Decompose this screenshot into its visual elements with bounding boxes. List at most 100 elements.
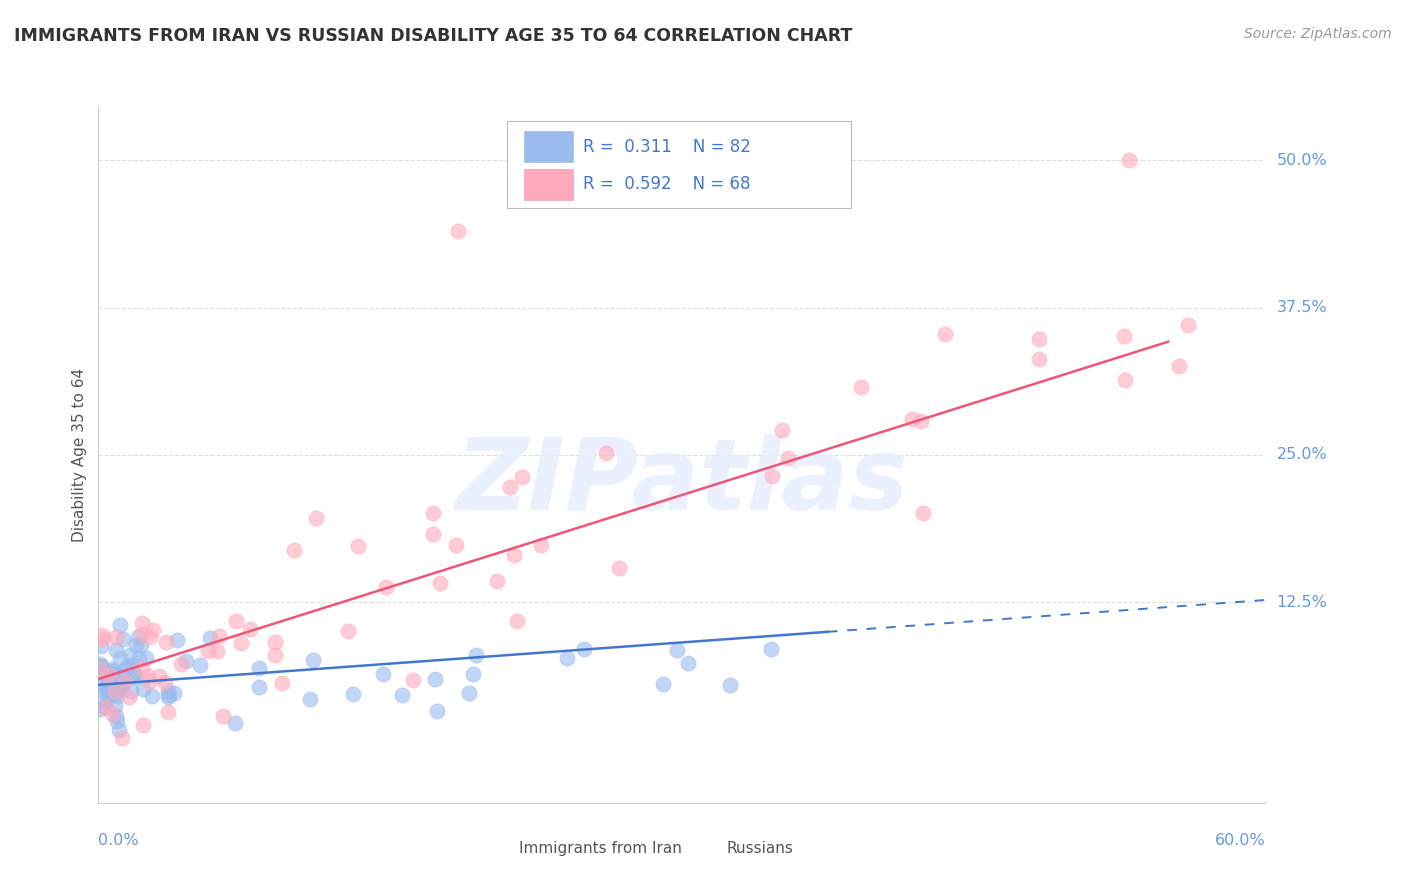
Point [104, 673, 127, 688]
FancyBboxPatch shape [508, 121, 851, 208]
Point [93, 694, 115, 708]
Point [90, 658, 112, 673]
Point [104, 698, 127, 713]
Point [776, 451, 799, 466]
Point [135, 651, 157, 665]
Point [347, 539, 370, 553]
Point [129, 638, 152, 652]
Point [101, 706, 124, 721]
Point [391, 688, 413, 702]
Point [89, 660, 111, 674]
Point [107, 666, 129, 681]
Point [89, 662, 111, 676]
Point [444, 538, 467, 552]
Point [555, 651, 578, 665]
Point [595, 446, 617, 460]
Y-axis label: Disability Age 35 to 64: Disability Age 35 to 64 [72, 368, 87, 542]
Point [124, 665, 146, 680]
Point [458, 685, 481, 699]
Point [105, 714, 128, 728]
Point [174, 654, 197, 668]
Point [101, 662, 124, 676]
Point [136, 668, 159, 682]
Point [264, 648, 287, 662]
Point [131, 681, 153, 696]
Point [153, 674, 176, 689]
Point [1112, 328, 1135, 343]
Text: Source: ZipAtlas.com: Source: ZipAtlas.com [1244, 27, 1392, 41]
Point [94, 685, 117, 699]
Point [100, 669, 122, 683]
Point [934, 327, 956, 342]
Point [114, 662, 136, 676]
Point [912, 506, 935, 520]
Point [97, 667, 120, 681]
Point [1177, 318, 1199, 333]
Point [122, 668, 145, 682]
Point [510, 470, 533, 484]
Point [761, 469, 783, 483]
Text: Immigrants from Iran: Immigrants from Iran [519, 840, 682, 855]
Point [103, 687, 125, 701]
Point [127, 630, 149, 644]
Point [770, 423, 793, 437]
Point [342, 687, 364, 701]
Point [91, 679, 114, 693]
Point [229, 636, 252, 650]
Point [128, 652, 150, 666]
Point [131, 616, 153, 631]
Point [155, 634, 177, 648]
Text: 37.5%: 37.5% [1277, 300, 1327, 315]
Point [90, 639, 112, 653]
Point [105, 684, 128, 698]
Point [270, 676, 292, 690]
Point [90, 665, 112, 679]
Point [107, 667, 129, 681]
Point [103, 676, 125, 690]
Point [461, 666, 484, 681]
Point [156, 684, 179, 698]
Point [305, 511, 328, 525]
FancyBboxPatch shape [486, 838, 517, 858]
Point [114, 673, 136, 688]
Point [170, 657, 193, 672]
Point [198, 631, 221, 645]
FancyBboxPatch shape [695, 838, 725, 858]
Point [901, 412, 924, 426]
Point [104, 683, 127, 698]
Point [101, 666, 124, 681]
Point [247, 680, 270, 694]
Point [98, 673, 121, 687]
Point [112, 632, 135, 646]
Point [665, 643, 688, 657]
Point [163, 686, 186, 700]
Point [89, 657, 111, 672]
Point [124, 670, 146, 684]
Point [118, 648, 141, 663]
Point [572, 642, 595, 657]
Text: R =  0.311    N = 82: R = 0.311 N = 82 [582, 138, 751, 156]
Point [148, 669, 170, 683]
Point [849, 380, 872, 394]
Point [138, 675, 160, 690]
Point [503, 548, 526, 562]
Text: R =  0.592    N = 68: R = 0.592 N = 68 [582, 176, 751, 194]
Point [166, 632, 188, 647]
Point [131, 626, 153, 640]
Point [91, 632, 114, 647]
Point [108, 617, 131, 632]
Point [101, 666, 124, 681]
Point [100, 665, 122, 679]
Point [142, 624, 165, 638]
Point [447, 224, 470, 238]
Point [506, 614, 529, 628]
Point [208, 629, 231, 643]
Point [298, 691, 321, 706]
Point [104, 643, 127, 657]
Point [1028, 332, 1050, 346]
Text: IMMIGRANTS FROM IRAN VS RUSSIAN DISABILITY AGE 35 TO 64 CORRELATION CHART: IMMIGRANTS FROM IRAN VS RUSSIAN DISABILI… [14, 27, 852, 45]
Point [676, 657, 699, 671]
Point [1167, 359, 1189, 373]
Point [97, 689, 120, 703]
Point [224, 715, 246, 730]
